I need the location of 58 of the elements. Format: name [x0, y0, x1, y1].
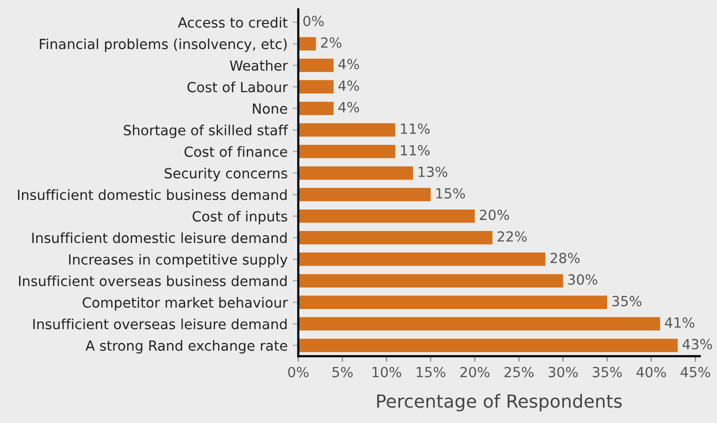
data-label: 20%	[480, 210, 510, 220]
y-tick-label: Weather	[230, 60, 288, 71]
bar	[298, 274, 564, 288]
x-tick-label: 40%	[636, 366, 666, 378]
x-tick-label: 30%	[548, 366, 578, 378]
x-tick-label: 35%	[592, 366, 622, 378]
data-label: 4%	[338, 58, 360, 70]
bar	[298, 37, 316, 50]
bar	[298, 188, 431, 202]
y-tick-label: Shortage of skilled staff	[124, 124, 288, 138]
y-tick-label: Cost of inputs	[192, 210, 288, 224]
x-tick-label: 25%	[504, 366, 534, 378]
x-tick-label: 45%	[680, 366, 710, 378]
data-label: 30%	[568, 274, 598, 285]
data-label: 35%	[612, 296, 642, 306]
data-label: 15%	[436, 188, 465, 199]
y-tick-label: Access to credit	[178, 16, 288, 28]
y-tick-label: Cost of Labour	[187, 82, 288, 92]
data-label: 0%	[303, 16, 324, 26]
data-label: 2%	[321, 37, 342, 48]
x-tick-label: 5%	[332, 366, 353, 378]
bar	[298, 296, 608, 309]
y-tick-label: Insufficient domestic business demand	[18, 189, 287, 200]
bar	[298, 102, 334, 116]
bar	[298, 166, 413, 180]
data-label: 4%	[338, 102, 360, 112]
data-label: 4%	[338, 80, 360, 91]
bar	[298, 317, 660, 331]
bar	[298, 80, 334, 94]
bar	[298, 123, 396, 137]
y-tick-label: A strong Rand exchange rate	[86, 340, 288, 354]
x-tick-label: 0%	[288, 366, 309, 378]
x-axis-title: Percentage of Respondents	[377, 394, 622, 412]
data-label: 11%	[401, 145, 430, 156]
y-tick-label: Competitor market behaviour	[82, 297, 288, 310]
bar	[298, 230, 492, 244]
y-tick-label: Security concerns	[164, 168, 288, 182]
bar	[298, 144, 396, 158]
data-label: 41%	[664, 317, 694, 328]
x-tick-label: 20%	[460, 366, 490, 378]
x-tick-label: 15%	[416, 366, 446, 378]
y-tick-label: Insufficient domestic leisure demand	[32, 232, 287, 244]
y-tick-label: Increases in competitive supply	[69, 254, 288, 268]
x-tick-label: 10%	[372, 366, 402, 378]
bar	[298, 58, 334, 72]
data-label: 22%	[498, 231, 527, 242]
data-label: 43%	[682, 338, 712, 350]
y-tick-label: Insufficient overseas business demand	[19, 275, 287, 286]
y-tick-label: Financial problems (insolvency, etc)	[40, 38, 287, 52]
bar	[298, 338, 678, 352]
y-tick-label: Insufficient overseas leisure demand	[33, 318, 287, 330]
data-label: 28%	[550, 252, 580, 264]
y-tick-label: Cost of finance	[184, 146, 288, 157]
data-label: 13%	[418, 166, 448, 178]
bar	[298, 209, 475, 223]
bar	[298, 252, 546, 266]
y-tick-label: None	[252, 104, 288, 114]
data-label: 11%	[401, 123, 430, 134]
